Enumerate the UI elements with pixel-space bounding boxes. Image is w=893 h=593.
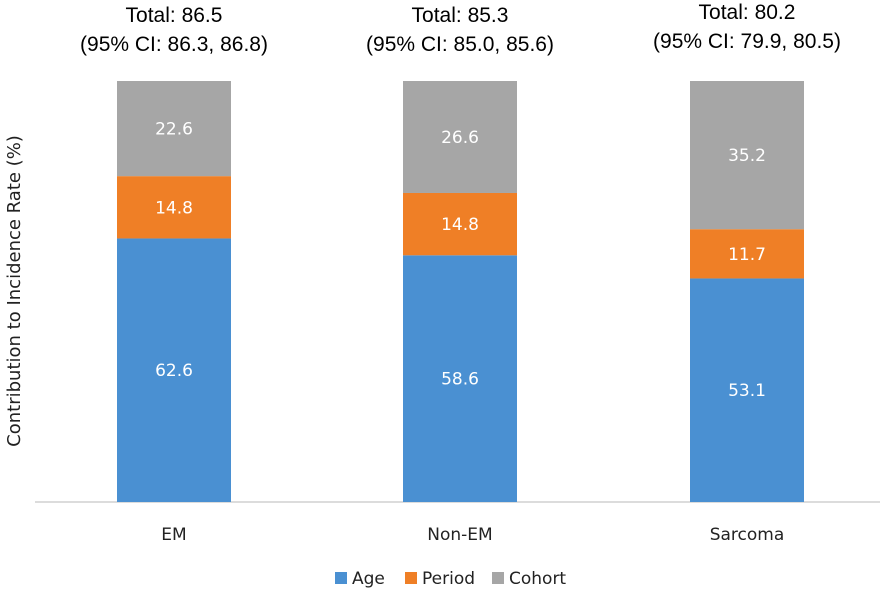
data-label-em-age: 62.6 bbox=[155, 361, 193, 381]
legend-swatch-cohort bbox=[492, 572, 504, 584]
bar-non-em-age bbox=[403, 255, 517, 502]
total-label: Total: 85.3 bbox=[412, 4, 509, 27]
total-label: Total: 80.2 bbox=[699, 1, 796, 24]
legend-swatch-period bbox=[405, 572, 417, 584]
x-tick-label: Non-EM bbox=[427, 525, 492, 545]
legend-label-age: Age bbox=[352, 569, 385, 589]
y-axis-label: Contribution to Incidence Rate (%) bbox=[4, 135, 25, 447]
bar-sarcoma-cohort bbox=[690, 81, 804, 230]
total-label: Total: 86.5 bbox=[126, 4, 223, 27]
category-labels-group: EM Non-EM Sarcoma bbox=[161, 525, 784, 545]
legend: Age Period Cohort bbox=[335, 569, 566, 589]
bar-non-em-period bbox=[403, 192, 517, 256]
data-label-non-em-age: 58.6 bbox=[441, 370, 479, 390]
bar-em-age bbox=[117, 238, 231, 503]
legend-swatch-age bbox=[335, 572, 347, 584]
data-label-em-cohort: 22.6 bbox=[155, 120, 193, 140]
legend-label-cohort: Cohort bbox=[509, 569, 566, 589]
data-label-non-em-period: 14.8 bbox=[441, 215, 479, 235]
total-ci-label: (95% CI: 85.0, 85.6) bbox=[366, 33, 554, 56]
bar-non-em-cohort bbox=[403, 81, 517, 193]
legend-label-period: Period bbox=[422, 569, 475, 589]
data-label-non-em-cohort: 26.6 bbox=[441, 128, 479, 148]
x-tick-label: EM bbox=[161, 525, 186, 545]
totals-group: Total: 86.5 (95% CI: 86.3, 86.8) Total: 85… bbox=[80, 1, 841, 56]
bars-group: 62.6 14.8 22.6 58.6 14.8 26.6 53.1 11.7 35.2 bbox=[117, 81, 804, 503]
bar-em-cohort bbox=[117, 81, 231, 177]
data-label-sarcoma-cohort: 35.2 bbox=[728, 146, 766, 166]
total-ci-label: (95% CI: 79.9, 80.5) bbox=[653, 30, 841, 53]
bar-sarcoma-period bbox=[690, 229, 804, 279]
x-tick-label: Sarcoma bbox=[710, 525, 785, 545]
data-label-em-period: 14.8 bbox=[155, 198, 193, 218]
bar-em-period bbox=[117, 176, 231, 239]
data-label-sarcoma-age: 53.1 bbox=[728, 381, 766, 401]
bar-sarcoma-age bbox=[690, 278, 804, 502]
total-ci-label: (95% CI: 86.3, 86.8) bbox=[80, 33, 268, 56]
data-label-sarcoma-period: 11.7 bbox=[728, 245, 766, 265]
